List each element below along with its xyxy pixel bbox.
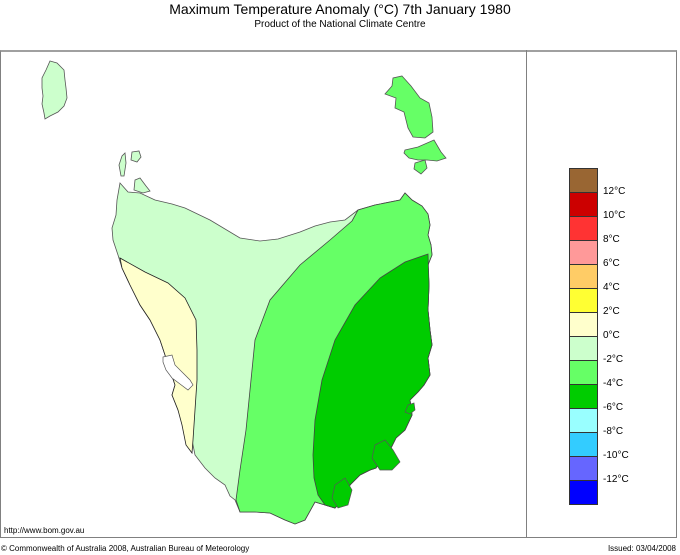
legend-label: -6°C	[603, 402, 624, 413]
bom-url-link[interactable]: http://www.bom.gov.au	[4, 526, 85, 535]
map-subtitle: Product of the National Climate Centre	[254, 19, 426, 30]
legend-swatch	[569, 168, 598, 192]
copyright-notice: © Commonwealth of Australia 2008, Austra…	[1, 544, 250, 553]
legend-label: 12°C	[603, 186, 626, 197]
legend-label: -10°C	[603, 450, 629, 461]
map-title: Maximum Temperature Anomaly (°C) 7th Jan…	[169, 1, 511, 17]
legend-swatch	[569, 288, 598, 312]
legend-label: 4°C	[603, 282, 620, 293]
tasmania-map	[41, 60, 447, 525]
legend-swatch	[569, 408, 598, 432]
legend-swatch	[569, 384, 598, 408]
legend-swatch	[569, 456, 598, 480]
legend-swatch	[569, 360, 598, 384]
issued-date: Issued: 03/04/2008	[607, 544, 676, 553]
legend-swatch	[569, 264, 598, 288]
zone-0-to-2	[119, 257, 198, 455]
legend-swatch	[569, 192, 598, 216]
legend-label: -12°C	[603, 474, 629, 485]
legend-label: -4°C	[603, 378, 624, 389]
legend-label: -8°C	[603, 426, 624, 437]
legend-label: 0°C	[603, 330, 620, 341]
map-frame	[0, 50, 677, 538]
legend-label: 8°C	[603, 234, 620, 245]
legend-label: -2°C	[603, 354, 624, 365]
legend-swatch	[569, 240, 598, 264]
legend-label: 2°C	[603, 306, 620, 317]
legend-label: 6°C	[603, 258, 620, 269]
legend-swatch	[569, 312, 598, 336]
zone-minus4-to-minus6	[312, 253, 433, 509]
legend-label: 10°C	[603, 210, 626, 221]
king-island	[41, 60, 68, 120]
legend-swatch	[569, 480, 598, 505]
legend-divider	[526, 50, 527, 538]
legend-swatch	[569, 216, 598, 240]
legend-swatch	[569, 336, 598, 360]
color-legend	[569, 168, 598, 505]
flinders-island	[384, 75, 434, 139]
legend-swatch	[569, 432, 598, 456]
